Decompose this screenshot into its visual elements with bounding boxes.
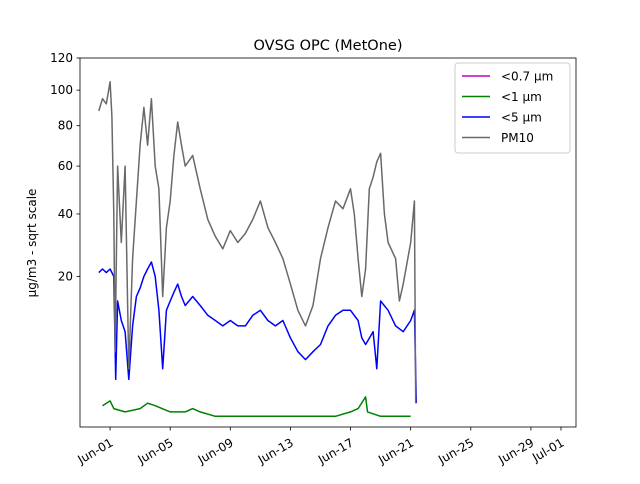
legend-label-0: <0.7 µm <box>501 70 553 84</box>
legend-label-2: <5 µm <box>501 111 542 125</box>
series-line-3 <box>98 81 417 404</box>
legend-box <box>454 62 571 154</box>
legend: <0.7 µm <1 µm <5 µm PM10 <box>454 62 571 154</box>
chart-title: OVSG OPC (MetOne) <box>254 38 403 54</box>
y-tick-label: 120 <box>50 51 73 65</box>
series-line-1 <box>102 396 411 418</box>
legend-label-1: <1 µm <box>501 90 542 104</box>
y-axis-label: µg/m3 - sqrt scale <box>25 189 39 298</box>
series-layer <box>98 81 418 418</box>
plot-frame <box>79 57 577 428</box>
legend-label-3: PM10 <box>501 131 534 145</box>
series-line-2 <box>98 261 418 404</box>
y-tick-label: 60 <box>58 159 73 173</box>
y-tick-label: 40 <box>58 207 73 221</box>
y-tick-label: 20 <box>58 269 73 283</box>
y-tick-label: 80 <box>58 119 73 133</box>
y-tick-label: 100 <box>50 83 73 97</box>
